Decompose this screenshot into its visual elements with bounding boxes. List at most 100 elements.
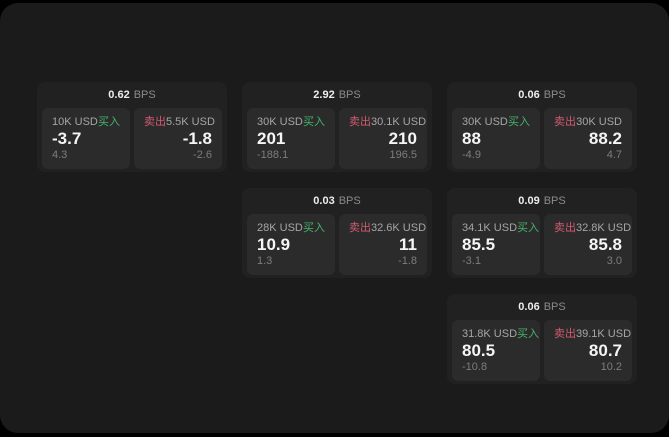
card-header: 0.03 BPS: [242, 188, 432, 214]
sell-amount: 32.6K USD: [371, 222, 427, 234]
buy-tag: 买入: [303, 116, 325, 128]
sell-delta: 196.5: [389, 149, 417, 161]
sell-panel-top: 卖出 30.1K USD: [349, 116, 426, 129]
sell-tag: 卖出: [554, 328, 576, 340]
app-window: 0.62 BPS 10K USD 买入 -3.7 4.3 卖出 5.5K USD: [0, 3, 669, 433]
buy-panel[interactable]: 28K USD 买入 10.9 1.3: [247, 214, 335, 275]
card-body: 30K USD 买入 88 -4.9 卖出 30K USD 88.2 4.7: [447, 108, 637, 172]
buy-value: -3.7: [52, 129, 82, 148]
sell-amount: 39.1K USD: [576, 328, 632, 340]
bps-value: 2.92: [313, 89, 335, 101]
sell-panel-top: 卖出 30K USD: [554, 116, 622, 129]
card-header: 0.06 BPS: [447, 82, 637, 108]
sell-tag: 卖出: [349, 222, 371, 234]
bps-unit-label: BPS: [543, 301, 566, 313]
quote-card: 0.62 BPS 10K USD 买入 -3.7 4.3 卖出 5.5K USD: [37, 82, 227, 172]
buy-panel-top: 30K USD 买入: [257, 116, 325, 129]
cards-grid: 0.62 BPS 10K USD 买入 -3.7 4.3 卖出 5.5K USD: [37, 82, 637, 384]
buy-panel[interactable]: 31.8K USD 买入 80.5 -10.8: [452, 320, 540, 381]
sell-value: 11: [399, 235, 417, 254]
sell-value: -1.8: [182, 129, 212, 148]
card-header: 2.92 BPS: [242, 82, 432, 108]
buy-panel[interactable]: 34.1K USD 买入 85.5 -3.1: [452, 214, 540, 275]
buy-amount: 31.8K USD: [462, 328, 518, 340]
bps-unit-label: BPS: [133, 89, 156, 101]
buy-delta: -3.1: [462, 255, 481, 267]
card-body: 28K USD 买入 10.9 1.3 卖出 32.6K USD 11 -1.8: [242, 214, 432, 278]
buy-tag: 买入: [303, 222, 325, 234]
sell-delta: 10.2: [600, 361, 622, 373]
bps-value: 0.62: [108, 89, 130, 101]
sell-panel-top: 卖出 32.8K USD: [554, 222, 631, 235]
sell-panel-top: 卖出 39.1K USD: [554, 328, 631, 341]
sell-panel[interactable]: 卖出 5.5K USD -1.8 -2.6: [134, 108, 222, 169]
sell-amount: 30.1K USD: [371, 116, 427, 128]
quote-card: 0.06 BPS 30K USD 买入 88 -4.9 卖出 30K USD: [447, 82, 637, 172]
sell-amount: 32.8K USD: [576, 222, 632, 234]
quote-card: 0.03 BPS 28K USD 买入 10.9 1.3 卖出 32.6K US…: [242, 188, 432, 278]
buy-amount: 34.1K USD: [462, 222, 518, 234]
bps-unit-label: BPS: [338, 195, 361, 207]
buy-panel-top: 31.8K USD 买入: [462, 328, 539, 341]
buy-tag: 买入: [508, 116, 530, 128]
buy-value: 201: [257, 129, 286, 148]
sell-value: 80.7: [588, 341, 622, 360]
bps-unit-label: BPS: [338, 89, 361, 101]
buy-delta: -10.8: [462, 361, 488, 373]
sell-panel-top: 卖出 5.5K USD: [144, 116, 215, 129]
buy-amount: 28K USD: [257, 222, 303, 234]
buy-panel-top: 10K USD 买入: [52, 116, 120, 129]
quote-card: 0.06 BPS 31.8K USD 买入 80.5 -10.8 卖出 39.1…: [447, 294, 637, 384]
sell-delta: -2.6: [193, 149, 212, 161]
sell-delta: 4.7: [606, 149, 622, 161]
sell-delta: 3.0: [606, 255, 622, 267]
buy-delta: 4.3: [52, 149, 68, 161]
card-body: 34.1K USD 买入 85.5 -3.1 卖出 32.8K USD 85.8…: [447, 214, 637, 278]
sell-delta: -1.8: [398, 255, 417, 267]
sell-tag: 卖出: [554, 222, 576, 234]
buy-tag: 买入: [517, 328, 540, 340]
sell-amount: 5.5K USD: [166, 116, 215, 128]
card-body: 30K USD 买入 201 -188.1 卖出 30.1K USD 210 1…: [242, 108, 432, 172]
card-header: 0.06 BPS: [447, 294, 637, 320]
card-header: 0.09 BPS: [447, 188, 637, 214]
card-body: 31.8K USD 买入 80.5 -10.8 卖出 39.1K USD 80.…: [447, 320, 637, 384]
bps-value: 0.06: [518, 89, 540, 101]
buy-panel-top: 34.1K USD 买入: [462, 222, 539, 235]
buy-panel[interactable]: 30K USD 买入 88 -4.9: [452, 108, 540, 169]
bps-value: 0.03: [313, 195, 335, 207]
sell-panel[interactable]: 卖出 39.1K USD 80.7 10.2: [544, 320, 632, 381]
card-body: 10K USD 买入 -3.7 4.3 卖出 5.5K USD -1.8 -2.…: [37, 108, 227, 172]
sell-tag: 卖出: [349, 116, 371, 128]
bps-value: 0.06: [518, 301, 540, 313]
buy-value: 88: [462, 129, 481, 148]
buy-panel[interactable]: 30K USD 买入 201 -188.1: [247, 108, 335, 169]
buy-tag: 买入: [517, 222, 540, 234]
buy-value: 80.5: [462, 341, 496, 360]
quote-card: 2.92 BPS 30K USD 买入 201 -188.1 卖出 30.1K …: [242, 82, 432, 172]
sell-panel[interactable]: 卖出 32.8K USD 85.8 3.0: [544, 214, 632, 275]
buy-panel[interactable]: 10K USD 买入 -3.7 4.3: [42, 108, 130, 169]
buy-amount: 10K USD: [52, 116, 98, 128]
buy-panel-top: 30K USD 买入: [462, 116, 530, 129]
buy-delta: 1.3: [257, 255, 273, 267]
sell-panel-top: 卖出 32.6K USD: [349, 222, 426, 235]
buy-amount: 30K USD: [462, 116, 508, 128]
card-header: 0.62 BPS: [37, 82, 227, 108]
sell-value: 85.8: [588, 235, 622, 254]
quote-card: 0.09 BPS 34.1K USD 买入 85.5 -3.1 卖出 32.8K…: [447, 188, 637, 278]
sell-value: 88.2: [588, 129, 622, 148]
bps-unit-label: BPS: [543, 195, 566, 207]
buy-tag: 买入: [98, 116, 120, 128]
bps-value: 0.09: [518, 195, 540, 207]
sell-panel[interactable]: 卖出 30.1K USD 210 196.5: [339, 108, 427, 169]
sell-panel[interactable]: 卖出 32.6K USD 11 -1.8: [339, 214, 427, 275]
sell-amount: 30K USD: [576, 116, 622, 128]
buy-delta: -4.9: [462, 149, 481, 161]
sell-panel[interactable]: 卖出 30K USD 88.2 4.7: [544, 108, 632, 169]
sell-tag: 卖出: [554, 116, 576, 128]
buy-amount: 30K USD: [257, 116, 303, 128]
buy-value: 10.9: [257, 235, 291, 254]
bps-unit-label: BPS: [543, 89, 566, 101]
sell-tag: 卖出: [144, 116, 166, 128]
